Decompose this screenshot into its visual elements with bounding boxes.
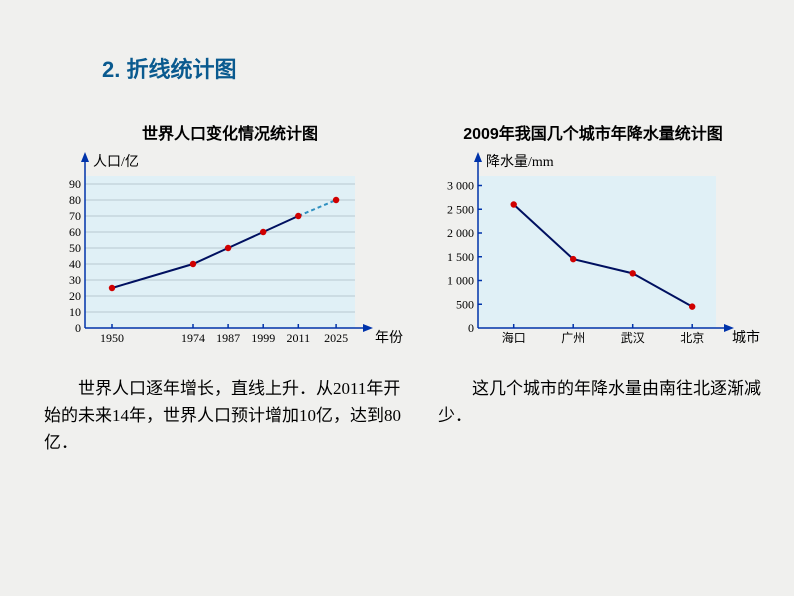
svg-text:1974: 1974: [181, 331, 205, 345]
svg-text:80: 80: [69, 193, 81, 207]
svg-text:20: 20: [69, 289, 81, 303]
svg-text:30: 30: [69, 273, 81, 287]
section-title: 2. 折线统计图: [102, 52, 236, 84]
svg-text:10: 10: [69, 305, 81, 319]
svg-text:0: 0: [468, 321, 474, 335]
chart1: 0 10 20 30 40 50 60 70 80 90 1950 1974 1987 1999 2011 2…: [45, 148, 400, 358]
svg-text:人口/亿: 人口/亿: [93, 154, 139, 170]
svg-text:90: 90: [69, 177, 81, 191]
svg-text:2 500: 2 500: [447, 202, 474, 216]
svg-text:海口: 海口: [502, 330, 526, 345]
chart2: 0 500 1 000 1 500 2 000 2 500 3 000 海口 广州 武汉 北京 降水量…: [428, 148, 763, 358]
svg-text:2025: 2025: [324, 331, 348, 345]
svg-text:1 000: 1 000: [447, 274, 474, 288]
svg-text:广州: 广州: [561, 331, 585, 345]
svg-text:3 000: 3 000: [447, 179, 474, 193]
svg-text:北京: 北京: [680, 331, 704, 345]
svg-text:70: 70: [69, 209, 81, 223]
chart2-title: 2009年我国几个城市年降水量统计图: [423, 120, 763, 144]
chart1-caption: 世界人口逐年增长，直线上升．从2011年开始的未来14年，世界人口预计增加10亿…: [44, 375, 404, 457]
chart1-title: 世界人口变化情况统计图: [60, 120, 400, 144]
svg-text:城市: 城市: [732, 329, 760, 346]
svg-text:2011: 2011: [287, 331, 311, 345]
svg-text:500: 500: [456, 297, 474, 311]
svg-text:武汉: 武汉: [621, 331, 645, 345]
svg-text:40: 40: [69, 257, 81, 271]
svg-text:1999: 1999: [251, 331, 275, 345]
svg-text:60: 60: [69, 225, 81, 239]
svg-text:1950: 1950: [100, 331, 124, 345]
svg-text:50: 50: [69, 241, 81, 255]
chart2-caption: 这几个城市的年降水量由南往北逐渐减少．: [438, 375, 768, 429]
svg-text:0: 0: [75, 321, 81, 335]
svg-text:年份: 年份: [375, 330, 403, 346]
svg-text:2 000: 2 000: [447, 226, 474, 240]
svg-text:1 500: 1 500: [447, 250, 474, 264]
svg-text:降水量/mm: 降水量/mm: [486, 154, 554, 170]
svg-text:1987: 1987: [216, 331, 240, 345]
